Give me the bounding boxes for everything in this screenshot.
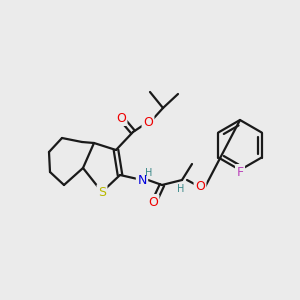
Text: O: O [116,112,126,124]
Text: O: O [195,181,205,194]
Text: N: N [137,173,147,187]
Text: H: H [145,168,153,178]
Text: O: O [148,196,158,208]
Text: O: O [143,116,153,128]
Text: S: S [98,185,106,199]
Text: F: F [236,166,244,178]
Text: H: H [177,184,185,194]
